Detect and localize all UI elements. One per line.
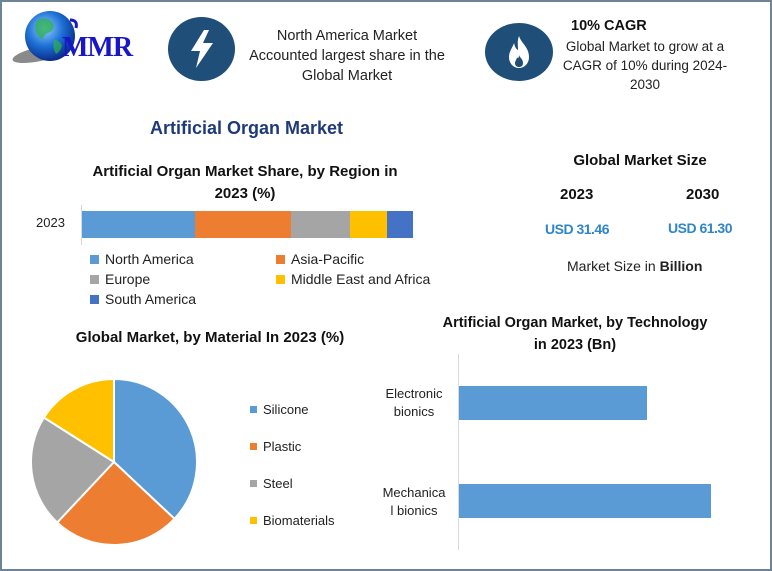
highlight-line: Global Market to grow at a [565,39,725,54]
legend-swatch [250,517,257,524]
legend-label: Middle East and Africa [291,271,431,287]
market-size-year-2023: 2023 [560,186,594,203]
category-label-mechanical-bionics: Mechanica l bionics [376,484,452,520]
legend-label: Silicone [263,402,309,417]
chart-title-line: Artificial Organ Market Share, by Region… [92,163,398,180]
region-chart-title: Artificial Organ Market Share, by Region… [70,161,420,205]
legend-label: Steel [263,476,293,491]
unit-note-prefix: Market Size in [567,258,660,274]
pie-slice-plastic [55,460,176,546]
market-size-unit-note: Market Size in Billion [567,258,702,274]
category-label-electronic-bionics: Electronic bionics [376,385,452,421]
material-chart-title: Global Market, by Material In 2023 (%) [75,329,345,346]
legend-label: Asia-Pacific [291,251,365,267]
material-pie-chart [30,377,198,546]
legend-swatch [276,274,285,284]
bar-mechanical-bionics [459,484,711,518]
highlight-cagr: Global Market to grow at a CAGR of 10% d… [553,37,737,94]
cagr-title: 10% CAGR [571,18,647,34]
category-label-line: Electronic [385,386,443,401]
highlight-line: North America Market [276,28,418,44]
region-chart-axis [81,205,82,245]
legend-item-middle-east-africa: Middle East and Africa [276,269,456,289]
bar-segment-middle-east-and-africa [350,211,387,238]
region-chart-category-label: 2023 [36,215,65,230]
market-size-value-2023: USD 31.46 [545,221,609,237]
legend-item-asia-pacific: Asia-Pacific [276,249,456,269]
lightning-bolt-icon [168,17,235,81]
legend-label: Plastic [263,439,302,454]
highlight-line: CAGR of 10% during 2024- [562,58,728,73]
bar-electronic-bionics [459,386,647,420]
globe-icon [12,11,78,63]
highlight-line: Global Market [301,68,393,84]
legend-label: South America [105,291,197,307]
legend-item-north-america: North America [90,249,276,269]
bar-segment-europe [290,211,351,238]
legend-item-plastic: Plastic [250,428,335,465]
legend-item-biomaterials: Biomaterials [250,502,335,539]
legend-label: North America [105,251,194,267]
flame-icon [485,23,553,81]
legend-swatch [250,480,257,487]
material-chart-legend: Silicone Plastic Steel Biomaterials [250,391,335,539]
chart-title-line: in 2023 (Bn) [533,337,617,353]
category-label-line: bionics [393,404,435,419]
legend-swatch [250,443,257,450]
logo-text: MMR [62,32,133,63]
legend-item-south-america: South America [90,289,276,309]
legend-item-europe: Europe [90,269,276,289]
legend-item-silicone: Silicone [250,391,335,428]
legend-swatch [90,274,99,284]
highlight-line: 2030 [629,77,661,92]
legend-swatch [250,406,257,413]
market-size-year-2030: 2030 [686,186,720,203]
pie-slice-biomaterials [42,377,115,464]
legend-swatch [90,294,99,304]
bar-segment-north-america [82,211,195,238]
highlight-line: Accounted largest share in the [249,48,445,64]
category-label-line: l bionics [390,503,438,518]
legend-label: Biomaterials [263,513,335,528]
page-title: Artificial Organ Market [150,118,344,138]
legend-swatch [276,254,285,264]
technology-chart-axis [458,354,459,550]
chart-title-line: Artificial Organ Market, by Technology [442,315,708,331]
bar-segment-south-america [386,211,413,238]
chart-title-line: 2023 (%) [214,185,276,202]
legend-label: Europe [105,271,151,287]
mmr-logo: MMR [10,8,155,68]
region-chart-legend: North America Asia-Pacific Europe Middle… [90,249,450,309]
pie-slice-steel [30,416,116,524]
region-stacked-bar [82,211,413,238]
bar-segment-asia-pacific [194,211,291,238]
pie-slice-silicone [113,377,198,521]
legend-item-steel: Steel [250,465,335,502]
highlight-north-america: North America Market Accounted largest s… [238,26,456,86]
unit-note-bold: Billion [659,258,703,274]
market-size-title: Global Market Size [573,152,707,169]
technology-chart-title: Artificial Organ Market, by Technology i… [410,312,740,356]
market-size-value-2030: USD 61.30 [668,220,732,236]
legend-swatch [90,254,99,264]
category-label-line: Mechanica [382,485,446,500]
